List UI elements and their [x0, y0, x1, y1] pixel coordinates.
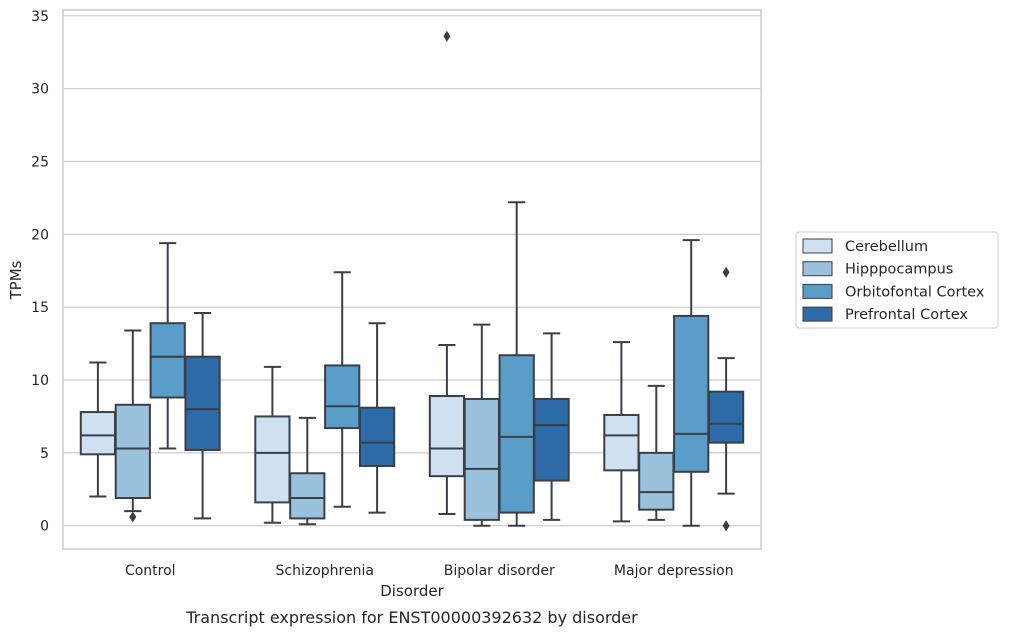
y-tick-label-35: 35: [31, 9, 49, 25]
box-major-depression-cerebellum: [603, 341, 640, 523]
box-schizophrenia-hipppocampus: [289, 416, 326, 526]
legend: Cerebellum Hipppocampus Orbitofontal Corte…: [795, 231, 999, 329]
box-iqr: [324, 364, 361, 430]
x-tick-label-schizophrenia: Schizophrenia: [276, 563, 374, 579]
box-iqr: [638, 451, 675, 511]
box-series: [79, 30, 745, 532]
box-bipolar-disorder-orbitofontal-cortex: [498, 201, 535, 527]
box-iqr: [498, 354, 535, 514]
legend-label: Prefrontal Cortex: [845, 307, 968, 323]
box-iqr: [673, 314, 710, 473]
y-tick-label-20: 20: [31, 227, 49, 243]
legend-swatch: [802, 261, 833, 277]
box-iqr: [184, 355, 221, 451]
legend-frame: [795, 231, 999, 329]
box-iqr: [707, 390, 745, 444]
y-tick-label-10: 10: [31, 373, 49, 389]
x-tick-label-major-depression: Major depression: [614, 563, 734, 579]
box-iqr: [603, 413, 640, 472]
box-major-depression-orbitofontal-cortex: [673, 239, 710, 527]
legend-label: Cerebellum: [845, 239, 928, 255]
box-iqr: [533, 397, 570, 482]
y-tick-label-15: 15: [31, 300, 49, 316]
legend-swatch: [802, 283, 833, 299]
box-iqr: [358, 406, 396, 467]
legend-label: Hipppocampus: [845, 262, 953, 278]
x-axis-label: Disorder: [380, 582, 444, 600]
box-control-cerebellum: [79, 361, 117, 498]
outlier-marker: [722, 266, 730, 278]
y-tick-label-5: 5: [40, 446, 49, 462]
outlier-marker: [129, 511, 137, 523]
outlier-marker: [722, 520, 730, 532]
y-axis-label: TPMs: [7, 260, 25, 300]
chart-caption: Transcript expression for ENST0000039263…: [185, 608, 638, 627]
box-major-depression-prefrontal-cortex: [707, 266, 745, 532]
box-iqr: [289, 472, 326, 520]
y-axis-ticks: 0 5 10 15 20 25 30 35: [31, 9, 49, 535]
box-iqr: [149, 322, 186, 399]
box-iqr: [79, 411, 117, 456]
box-control-orbitofontal-cortex: [149, 242, 186, 450]
box-schizophrenia-prefrontal-cortex: [358, 322, 396, 514]
box-bipolar-disorder-hipppocampus: [463, 323, 500, 527]
box-control-prefrontal-cortex: [184, 312, 221, 520]
x-axis-ticks: Control Schizophrenia Bipolar disorder Majo…: [125, 563, 734, 579]
legend-swatch: [802, 238, 833, 254]
y-tick-label-0: 0: [40, 519, 49, 535]
box-schizophrenia-cerebellum: [254, 365, 291, 524]
legend-items: Cerebellum Hipppocampus Orbitofontal Corte…: [802, 238, 985, 323]
box-control-hipppocampus: [114, 329, 151, 523]
outlier-marker: [443, 30, 451, 42]
legend-item-hipppocampus: Hipppocampus: [802, 261, 953, 278]
box-iqr: [428, 395, 466, 478]
legend-item-prefrontal-cortex: Prefrontal Cortex: [802, 306, 968, 323]
box-bipolar-disorder-prefrontal-cortex: [533, 332, 570, 521]
box-iqr: [463, 397, 500, 521]
legend-label: Orbitofontal Cortex: [845, 284, 985, 300]
box-major-depression-hipppocampus: [638, 384, 675, 521]
x-tick-label-bipolar-disorder: Bipolar disorder: [444, 563, 555, 579]
legend-swatch: [802, 306, 833, 322]
legend-item-orbitofontal-cortex: Orbitofontal Cortex: [802, 283, 985, 300]
x-tick-label-control: Control: [125, 563, 176, 579]
box-schizophrenia-orbitofontal-cortex: [324, 271, 361, 508]
y-tick-label-25: 25: [31, 155, 49, 171]
legend-item-cerebellum: Cerebellum: [802, 238, 928, 255]
y-tick-label-30: 30: [31, 82, 49, 98]
box-iqr: [254, 415, 291, 504]
box-iqr: [114, 403, 151, 500]
